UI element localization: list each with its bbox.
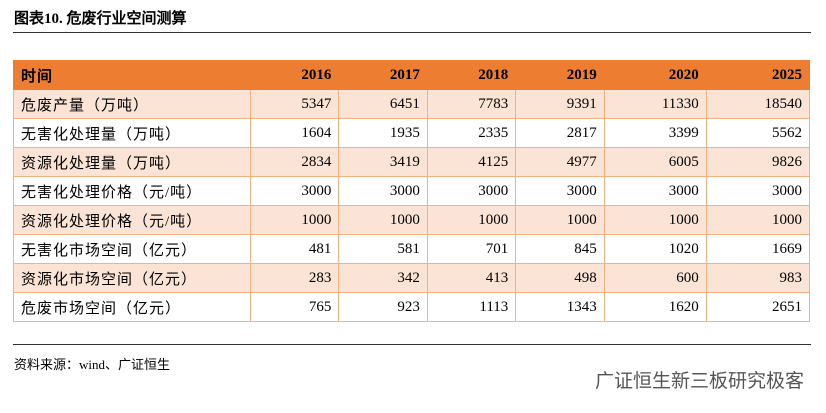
value-cell: 18540 [705,89,811,119]
value-cell: 342 [338,263,428,293]
title: 图表10. 危废行业空间测算 [14,11,187,27]
value-cell: 3000 [426,176,517,206]
table-row: 无害化处理量（万吨） 1604 1935 2335 2817 3399 5562 [13,118,811,148]
value-cell: 765 [249,292,340,322]
value-cell: 2651 [705,292,811,322]
value-cell: 2834 [249,147,340,177]
value-cell: 1000 [705,205,811,235]
value-cell: 4977 [515,147,605,177]
table-row: 危废产量（万吨） 5347 6451 7783 9391 11330 18540 [13,89,811,119]
row-label: 无害化市场空间（亿元） [13,234,251,264]
value-cell: 1000 [338,205,428,235]
value-cell: 1020 [603,234,707,264]
value-cell: 1000 [426,205,517,235]
value-cell: 3419 [338,147,428,177]
value-cell: 3000 [603,176,707,206]
footer-rule [13,344,811,345]
value-cell: 3000 [705,176,811,206]
value-cell: 581 [338,234,428,264]
value-cell: 3000 [515,176,605,206]
row-label: 资源化处理量（万吨） [13,147,251,177]
row-label: 无害化处理量（万吨） [13,118,251,148]
value-cell: 1604 [249,118,340,148]
value-cell: 1113 [426,292,517,322]
table-row: 危废市场空间（亿元） 765 923 1113 1343 1620 2651 [13,292,811,322]
value-cell: 9826 [705,147,811,177]
table-row: 资源化处理价格（元/吨） 1000 1000 1000 1000 1000 1000 [13,205,811,235]
value-cell: 4125 [426,147,517,177]
table-row: 无害化市场空间（亿元） 481 581 701 845 1020 1669 [13,234,811,264]
table-row: 资源化市场空间（亿元） 283 342 413 498 600 983 [13,263,811,293]
value-cell: 1669 [705,234,811,264]
header-cell: 2019 [515,60,605,90]
value-cell: 498 [515,263,605,293]
value-cell: 845 [515,234,605,264]
header-cell: 2020 [603,60,707,90]
value-cell: 1000 [249,205,340,235]
row-label: 无害化处理价格（元/吨） [13,176,251,206]
watermark: 广证恒生新三板研究极客 [594,370,804,392]
value-cell: 481 [249,234,340,264]
value-cell: 3399 [603,118,707,148]
source-note: 资料来源：wind、广证恒生 [14,357,171,372]
value-cell: 5347 [249,89,340,119]
value-cell: 3000 [338,176,428,206]
row-label: 资源化处理价格（元/吨） [13,205,251,235]
header-cell: 2025 [705,60,811,90]
value-cell: 1620 [603,292,707,322]
value-cell: 1000 [515,205,605,235]
value-cell: 600 [603,263,707,293]
header-cell: 2018 [426,60,517,90]
value-cell: 2817 [515,118,605,148]
value-cell: 9391 [515,89,605,119]
value-cell: 1343 [515,292,605,322]
value-cell: 6451 [338,89,428,119]
data-table: 时间 2016 2017 2018 2019 2020 2025 危废产量（万吨） 5347 6… [13,60,811,322]
table-row: 资源化处理量（万吨） 2834 3419 4125 4977 6005 9826 [13,147,811,177]
row-label: 危废市场空间（亿元） [13,292,251,322]
value-cell: 1935 [338,118,428,148]
value-cell: 2335 [426,118,517,148]
table-row: 无害化处理价格（元/吨） 3000 3000 3000 3000 3000 3000 [13,176,811,206]
value-cell: 283 [249,263,340,293]
value-cell: 1000 [603,205,707,235]
header-cell: 2017 [338,60,428,90]
header-cell: 2016 [249,60,340,90]
value-cell: 6005 [603,147,707,177]
value-cell: 923 [338,292,428,322]
value-cell: 983 [705,263,811,293]
value-cell: 413 [426,263,517,293]
table-body: 危废产量（万吨） 5347 6451 7783 9391 11330 18540 无害化处理量… [13,89,811,322]
header-cell: 时间 [13,60,251,90]
value-cell: 7783 [426,89,517,119]
value-cell: 3000 [249,176,340,206]
value-cell: 11330 [603,89,707,119]
value-cell: 701 [426,234,517,264]
row-label: 资源化市场空间（亿元） [13,263,251,293]
header-row: 时间 2016 2017 2018 2019 2020 2025 [13,60,811,90]
row-label: 危废产量（万吨） [13,89,251,119]
title-rule [13,32,811,33]
value-cell: 5562 [705,118,811,148]
